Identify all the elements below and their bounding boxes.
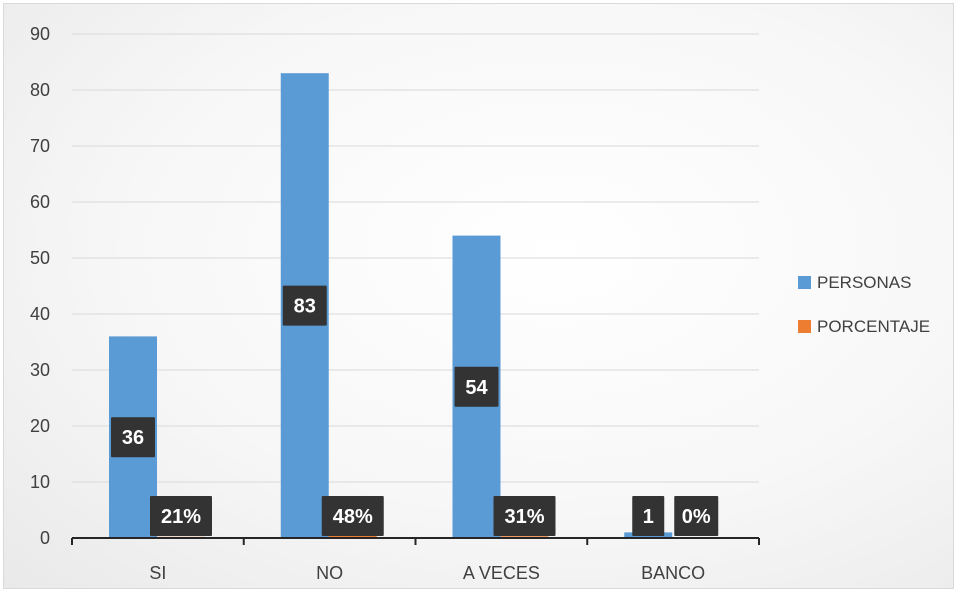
data-label: 31% — [504, 506, 544, 528]
legend-label: PERSONAS — [817, 273, 911, 292]
data-label-box — [454, 366, 499, 407]
data-label-box — [150, 496, 212, 536]
x-tick-label: NO — [316, 563, 343, 583]
legend: PERSONAS PORCENTAJE — [798, 273, 930, 336]
y-tick-label: 40 — [30, 304, 50, 324]
y-tick-label: 50 — [30, 248, 50, 268]
x-tick-label: SI — [149, 563, 166, 583]
data-labels: 36 21% 83 48% 54 31% 1 0% — [111, 285, 719, 536]
data-label-box — [632, 496, 665, 536]
x-tick-label: A VECES — [463, 563, 540, 583]
data-label: 36 — [122, 427, 144, 449]
data-label-box — [111, 417, 155, 458]
data-label: 83 — [294, 296, 316, 318]
data-label: 21% — [161, 506, 201, 528]
bars — [109, 73, 673, 538]
y-tick-label: 0 — [40, 528, 50, 548]
data-label: 48% — [333, 506, 373, 528]
y-tick-label: 30 — [30, 360, 50, 380]
legend-swatch — [798, 276, 811, 289]
data-label-box — [674, 496, 719, 536]
y-tick-label: 70 — [30, 136, 50, 156]
data-label-box — [493, 496, 556, 536]
data-label-box — [282, 285, 327, 326]
axes: 0 10 20 30 40 50 60 70 80 90 SI NO A VECES BANCO — [30, 24, 760, 583]
y-tick-label: 10 — [30, 472, 50, 492]
y-tick-label: 90 — [30, 24, 50, 44]
y-tick-label: 80 — [30, 80, 50, 100]
y-tick-label: 60 — [30, 192, 50, 212]
data-label: 0% — [682, 506, 711, 528]
data-label-box — [321, 496, 384, 536]
legend-swatch — [798, 320, 811, 333]
data-label: 54 — [465, 377, 488, 399]
x-tick-label: BANCO — [641, 563, 705, 583]
gridlines — [72, 33, 759, 483]
y-tick-label: 20 — [30, 416, 50, 436]
legend-label: PORCENTAJE — [817, 317, 930, 336]
data-label: 1 — [643, 506, 654, 528]
bar-porcentaje — [328, 535, 377, 538]
